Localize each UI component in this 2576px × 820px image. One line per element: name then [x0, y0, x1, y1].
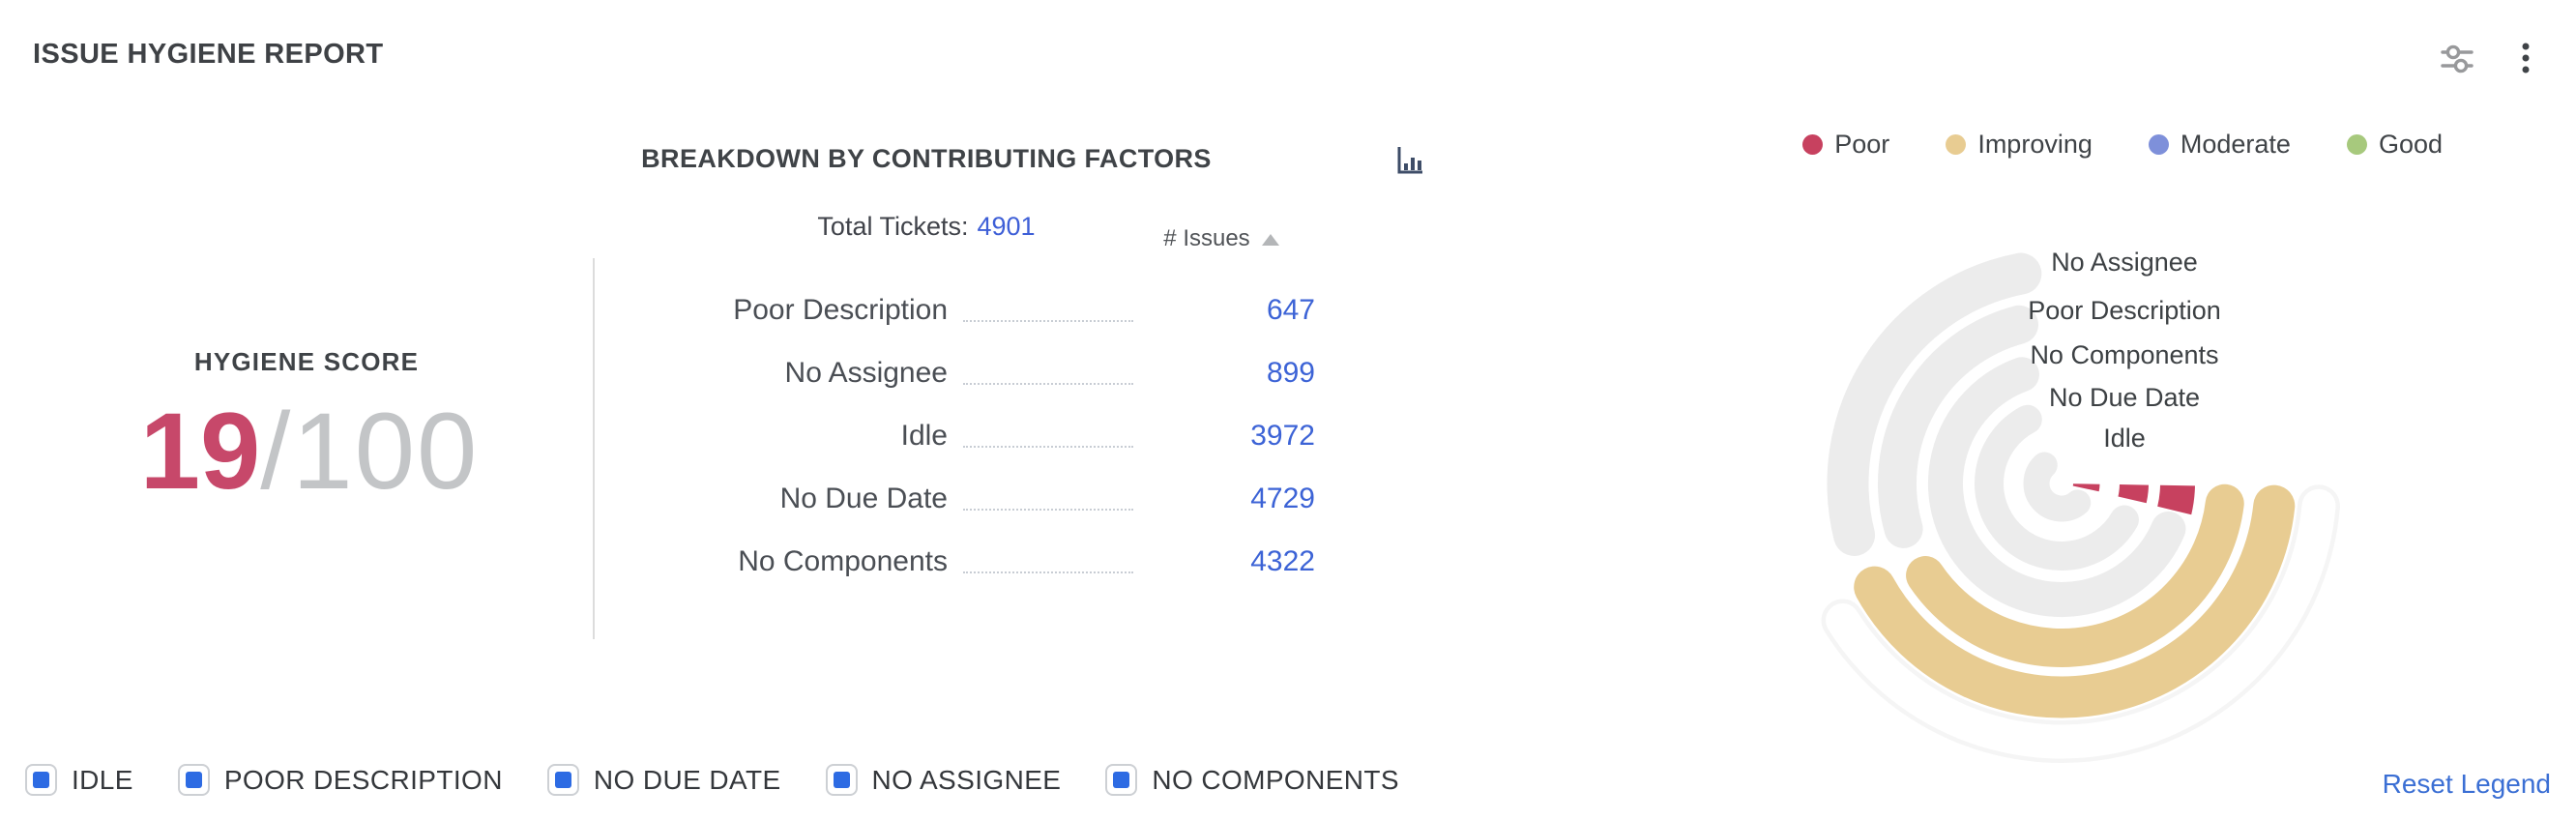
status-dot [1802, 134, 1824, 155]
vertical-divider [593, 258, 595, 639]
hygiene-score-label: HYGIENE SCORE [193, 347, 420, 376]
checkbox-fill [833, 772, 850, 788]
dotted-leader [963, 362, 1133, 385]
checkbox-fill [1113, 772, 1130, 788]
ring-segment-no-components[interactable] [2157, 484, 2195, 515]
factor-legend-label: NO ASSIGNEE [871, 764, 1062, 795]
ring-track-idle[interactable] [2023, 452, 2092, 522]
factor-legend-item-idle[interactable]: IDLE [25, 764, 133, 796]
factor-label: No Assignee [784, 356, 948, 389]
factor-issue-count[interactable]: 3972 [1250, 419, 1315, 452]
checkbox-fill [185, 772, 202, 788]
filter-settings-icon[interactable] [2439, 41, 2475, 77]
factor-label: No Due Date [779, 482, 948, 514]
factor-issue-count[interactable]: 899 [1266, 356, 1315, 389]
breakdown-title: BREAKDOWN BY CONTRIBUTING FACTORS [641, 144, 1212, 173]
sort-ascending-icon [1261, 234, 1279, 246]
status-label: Poor [1834, 130, 1890, 159]
factor-legend-label: IDLE [72, 764, 133, 795]
issues-column-label: # Issues [1163, 225, 1250, 251]
factor-legend-label: NO COMPONENTS [1152, 764, 1399, 795]
factor-legend-item-no-due-date[interactable]: NO DUE DATE [546, 764, 781, 796]
checkbox-icon[interactable] [25, 764, 57, 796]
ring-segment-poor-description[interactable] [1906, 483, 2244, 667]
ring-segment-idle[interactable] [2072, 483, 2100, 492]
reset-legend-link[interactable]: Reset Legend [2382, 769, 2551, 799]
table-row: No Due Date 4729 [609, 467, 1315, 530]
table-row: No Assignee 899 [609, 341, 1315, 404]
status-dot [2346, 134, 2367, 155]
table-row: Idle 3972 [609, 404, 1315, 467]
total-tickets-value[interactable]: 4901 [977, 212, 1036, 241]
ring-track-no-components[interactable] [1928, 357, 2186, 617]
status-legend: Poor Improving Moderate Good [1802, 130, 2443, 160]
issues-column-header[interactable]: # Issues [1120, 225, 1323, 252]
checkbox-icon[interactable] [825, 764, 858, 796]
factor-legend-item-no-components[interactable]: NO COMPONENTS [1105, 764, 1399, 796]
factor-legend: IDLE POOR DESCRIPTION NO DUE DATE NO ASSIGN… [25, 764, 1399, 796]
dotted-leader [963, 550, 1133, 573]
bar-chart-icon[interactable] [1392, 143, 1427, 180]
factor-legend-label: POOR DESCRIPTION [223, 764, 503, 795]
status-label: Improving [1977, 130, 2093, 159]
table-row: No Components 4322 [609, 530, 1315, 593]
dotted-leader [963, 487, 1133, 511]
kebab-menu-icon[interactable] [2508, 39, 2543, 77]
ring-label-no-due-date: No Due Date [2049, 383, 2200, 412]
status-legend-item-good[interactable]: Good [2346, 130, 2443, 160]
factor-issue-count[interactable]: 4322 [1250, 544, 1315, 577]
factor-issue-count[interactable]: 647 [1266, 293, 1315, 326]
status-label: Moderate [2180, 130, 2291, 159]
hygiene-score-value: 19/100 [58, 389, 561, 513]
score-number: 19 [139, 391, 261, 512]
ring-label-idle: Idle [2103, 424, 2146, 453]
status-legend-item-moderate[interactable]: Moderate [2148, 130, 2291, 160]
factor-label: Poor Description [733, 293, 948, 326]
checkbox-icon[interactable] [1105, 764, 1138, 796]
checkbox-icon[interactable] [177, 764, 210, 796]
ghost-ring-inner [1826, 488, 2336, 759]
total-tickets-label: Total Tickets: [817, 212, 969, 241]
factor-label: Idle [900, 419, 948, 452]
factor-legend-item-poor-description[interactable]: POOR DESCRIPTION [177, 764, 503, 796]
radial-factor-chart[interactable]: No Assignee Poor Description No Components… [1779, 224, 2379, 766]
status-legend-item-improving[interactable]: Improving [1946, 130, 2093, 160]
contributing-factors-table: Poor Description 647 No Assignee 899 Idle 397… [609, 278, 1315, 593]
dotted-leader [963, 425, 1133, 448]
status-label: Good [2378, 130, 2443, 159]
factor-issue-count[interactable]: 4729 [1250, 482, 1315, 514]
ring-label-poor-description: Poor Description [2028, 296, 2221, 325]
status-legend-item-poor[interactable]: Poor [1802, 130, 1889, 160]
checkbox-icon[interactable] [546, 764, 579, 796]
ring-label-no-components: No Components [2030, 340, 2218, 369]
ring-segment-no-due-date[interactable] [2118, 484, 2149, 504]
total-tickets: Total Tickets: 4901 [540, 212, 1313, 242]
ring-segment-no-assignee[interactable] [1854, 484, 2296, 718]
ring-track-no-assignee[interactable] [1827, 252, 2042, 556]
ring-label-no-assignee: No Assignee [2051, 248, 2198, 277]
checkbox-fill [554, 772, 571, 788]
checkbox-fill [33, 772, 49, 788]
status-dot [1946, 134, 1967, 155]
score-max: /100 [260, 391, 480, 512]
dotted-leader [963, 299, 1133, 322]
factor-label: No Components [738, 544, 948, 577]
factor-legend-label: NO DUE DATE [593, 764, 781, 795]
table-row: Poor Description 647 [609, 278, 1315, 341]
page-title: ISSUE HYGIENE REPORT [33, 39, 384, 70]
ring-track-poor-description[interactable] [1878, 305, 2038, 548]
factor-legend-item-no-assignee[interactable]: NO ASSIGNEE [825, 764, 1062, 796]
ring-track-no-due-date[interactable] [1975, 404, 2139, 571]
status-dot [2148, 134, 2169, 155]
